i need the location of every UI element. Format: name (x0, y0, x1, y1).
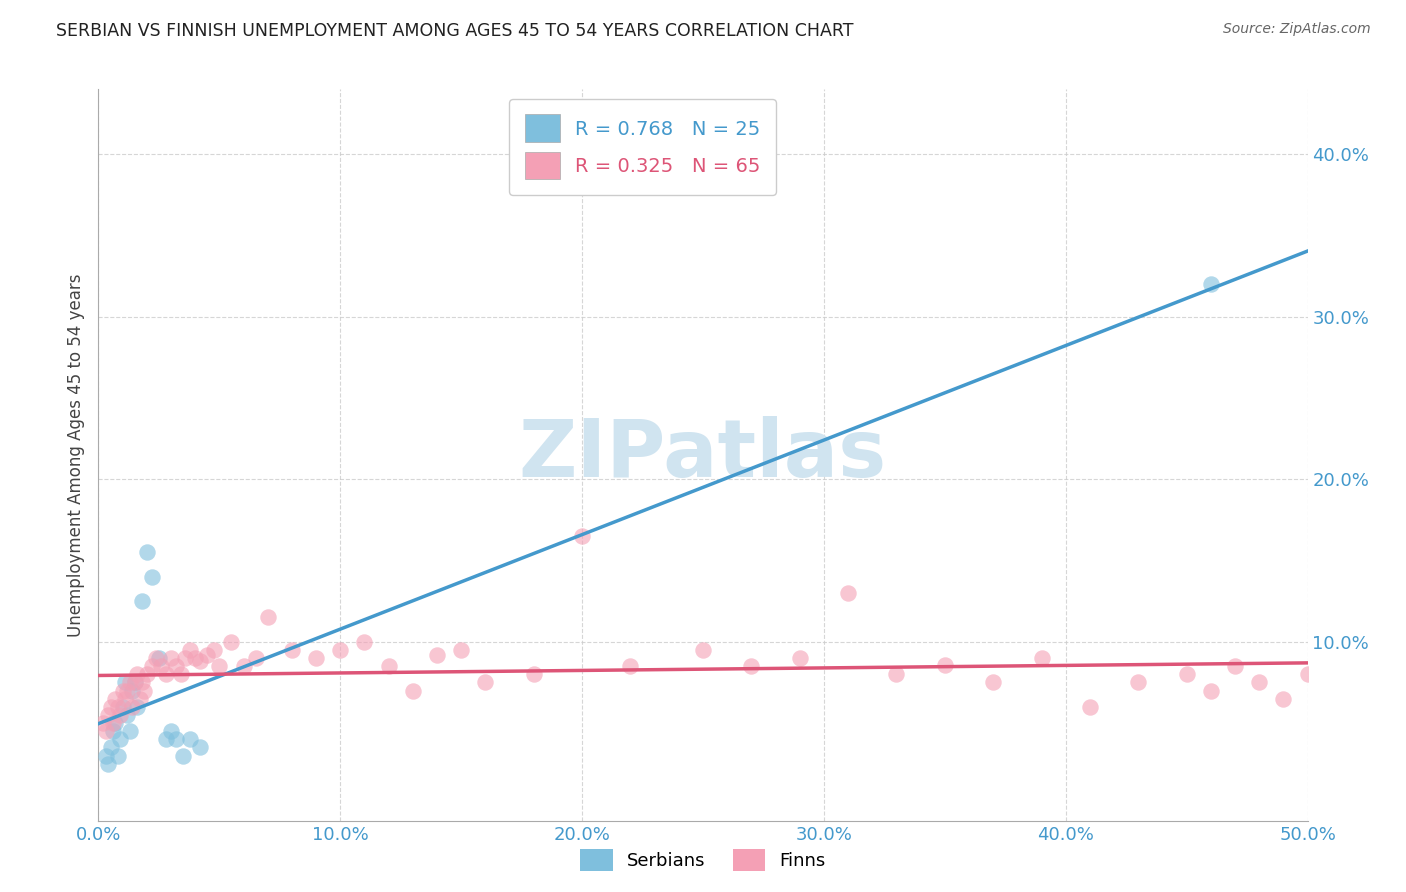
Point (134, 683, 156, 698)
Point (169, 667, 191, 681)
Point (107, 748, 129, 763)
Point (128, 691, 150, 706)
Point (114, 675, 136, 690)
Point (101, 724, 124, 739)
Point (1199, 683, 1222, 698)
Point (740, 659, 762, 673)
Point (127, 699, 149, 714)
Point (981, 675, 1004, 690)
Point (141, 659, 163, 673)
Point (100, 740, 122, 755)
Y-axis label: Unemployment Among Ages 45 to 54 years: Unemployment Among Ages 45 to 54 years (66, 273, 84, 637)
Point (305, 651, 328, 665)
Point (353, 635, 375, 649)
Point (172, 748, 194, 763)
Point (934, 657, 956, 672)
Point (1272, 691, 1295, 706)
Point (160, 651, 183, 665)
Point (111, 699, 134, 714)
Point (124, 675, 146, 690)
Point (111, 683, 134, 698)
Text: Source: ZipAtlas.com: Source: ZipAtlas.com (1223, 22, 1371, 37)
Point (256, 610, 278, 624)
Point (184, 651, 207, 665)
Point (1223, 659, 1246, 673)
Point (118, 675, 141, 690)
Point (179, 643, 201, 657)
Point (1031, 651, 1053, 665)
Point (1249, 675, 1271, 690)
Legend: Serbians, Finns: Serbians, Finns (572, 842, 834, 879)
Point (131, 675, 153, 690)
Point (329, 643, 352, 657)
Point (104, 691, 127, 706)
Point (131, 594, 153, 608)
Point (155, 667, 177, 681)
Point (107, 699, 129, 714)
Point (108, 732, 131, 747)
Point (1078, 699, 1101, 714)
Point (208, 659, 231, 673)
Point (127, 667, 149, 681)
Point (1128, 675, 1150, 690)
Point (145, 651, 167, 665)
Point (221, 635, 243, 649)
Text: ZIPatlas: ZIPatlas (519, 416, 887, 494)
Point (117, 708, 139, 723)
Point (117, 683, 139, 698)
Point (1199, 277, 1222, 292)
Point (204, 643, 226, 657)
Point (571, 529, 593, 543)
Point (121, 699, 143, 714)
Point (141, 570, 163, 584)
Point (188, 740, 211, 755)
Point (94, 724, 117, 739)
Point (148, 651, 170, 665)
Point (886, 667, 908, 681)
Point (474, 675, 496, 690)
Point (426, 648, 449, 662)
Point (104, 716, 127, 731)
Point (789, 651, 811, 665)
Point (1296, 667, 1319, 681)
Point (837, 586, 859, 600)
Point (101, 716, 124, 731)
Point (118, 724, 141, 739)
Point (160, 724, 183, 739)
Point (121, 683, 143, 698)
Point (245, 651, 267, 665)
Point (377, 659, 399, 673)
Point (135, 545, 157, 559)
Point (188, 654, 211, 668)
Point (523, 667, 546, 681)
Point (232, 659, 254, 673)
Point (692, 643, 714, 657)
Point (97, 756, 120, 771)
Point (195, 648, 218, 662)
Legend: R = 0.768   N = 25, R = 0.325   N = 65: R = 0.768 N = 25, R = 0.325 N = 65 (509, 99, 776, 194)
Point (135, 667, 157, 681)
Point (165, 732, 187, 747)
Point (91, 716, 114, 731)
Point (108, 708, 131, 723)
Point (402, 683, 425, 698)
Point (155, 732, 177, 747)
Point (100, 699, 122, 714)
Point (165, 659, 187, 673)
Point (114, 691, 136, 706)
Point (124, 675, 146, 690)
Point (97, 708, 120, 723)
Point (94, 748, 117, 763)
Point (619, 659, 641, 673)
Point (450, 643, 472, 657)
Point (1175, 667, 1198, 681)
Point (174, 651, 197, 665)
Point (150, 659, 173, 673)
Text: SERBIAN VS FINNISH UNEMPLOYMENT AMONG AGES 45 TO 54 YEARS CORRELATION CHART: SERBIAN VS FINNISH UNEMPLOYMENT AMONG AG… (56, 22, 853, 40)
Point (281, 643, 304, 657)
Point (179, 732, 201, 747)
